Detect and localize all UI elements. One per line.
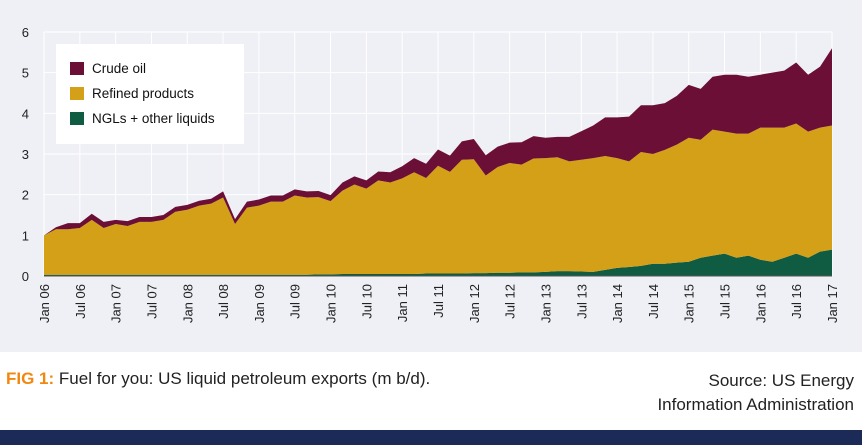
source-line-1: Source: US Energy [708, 371, 854, 390]
legend: Crude oil Refined products NGLs + other … [56, 44, 244, 144]
x-tick-label-1: Jul 06 [73, 284, 88, 319]
y-tick-label-2: 2 [22, 188, 29, 203]
legend-label-ngls: NGLs + other liquids [92, 110, 215, 126]
area-series-refined-products [44, 123, 832, 275]
x-tick-label-20: Jan 16 [753, 284, 768, 323]
area-series-ngls-other-liquids [44, 249, 832, 276]
area-series-crude-oil [44, 48, 832, 236]
y-tick-label-6: 6 [22, 25, 29, 40]
legend-label-crude-oil: Crude oil [92, 60, 147, 76]
legend-item-refined-products: Refined products [70, 83, 194, 103]
x-tick-label-22: Jan 17 [825, 284, 840, 323]
legend-item-ngls: NGLs + other liquids [70, 108, 215, 128]
y-tick-label-1: 1 [22, 228, 29, 243]
x-tick-label-16: Jan 14 [610, 284, 625, 323]
x-tick-label-17: Jul 14 [646, 284, 661, 319]
chart-svg: 0 1 2 3 4 5 6 Jan 06 Jul 06 Jan 07 Jul 07 Jan 08 Jul… [22, 25, 840, 323]
x-tick-label-19: Jul 15 [718, 284, 733, 319]
x-tick-label-3: Jul 07 [144, 284, 159, 319]
x-tick-label-15: Jul 13 [574, 284, 589, 319]
figure-caption: FIG 1: Fuel for you: US liquid petroleum… [6, 369, 430, 389]
x-tick-label-7: Jul 09 [288, 284, 303, 319]
x-tick-label-13: Jul 12 [503, 284, 518, 319]
x-tick-label-4: Jan 08 [180, 284, 195, 323]
x-tick-label-9: Jul 10 [359, 284, 374, 319]
axis-layer: 0 1 2 3 4 5 6 Jan 06 Jul 06 Jan 07 Jul 07 Jan 08 Jul… [22, 25, 840, 323]
x-tick-label-5: Jul 08 [216, 284, 231, 319]
source-note: Source: US Energy Information Administra… [534, 369, 854, 417]
x-tick-label-6: Jan 09 [252, 284, 267, 323]
x-tick-label-18: Jan 15 [682, 284, 697, 323]
legend-swatch-ngls [70, 111, 84, 125]
legend-item-crude-oil: Crude oil [70, 58, 146, 78]
area-layer [44, 48, 832, 276]
x-tick-label-11: Jul 11 [431, 284, 446, 318]
legend-label-refined-products: Refined products [92, 85, 195, 101]
x-tick-label-10: Jan 11 [395, 284, 410, 322]
legend-swatch-refined-products [70, 86, 84, 100]
figure-caption-text: Fuel for you: US liquid petroleum export… [54, 369, 431, 388]
x-tick-label-14: Jan 13 [538, 284, 553, 323]
y-tick-label-5: 5 [22, 66, 29, 81]
x-tick-label-12: Jan 12 [467, 284, 482, 323]
x-tick-label-21: Jul 16 [789, 284, 804, 319]
figure-label: FIG 1: [6, 369, 55, 388]
x-tick-label-2: Jan 07 [109, 284, 124, 323]
y-tick-label-3: 3 [22, 147, 29, 162]
x-tick-label-8: Jan 10 [324, 284, 339, 323]
footer-bar [0, 430, 862, 445]
x-tick-label-0: Jan 06 [37, 284, 52, 323]
source-line-2: Information Administration [657, 395, 854, 414]
legend-swatch-crude-oil [70, 61, 84, 75]
y-tick-label-0: 0 [22, 269, 29, 284]
y-tick-label-4: 4 [22, 106, 29, 121]
